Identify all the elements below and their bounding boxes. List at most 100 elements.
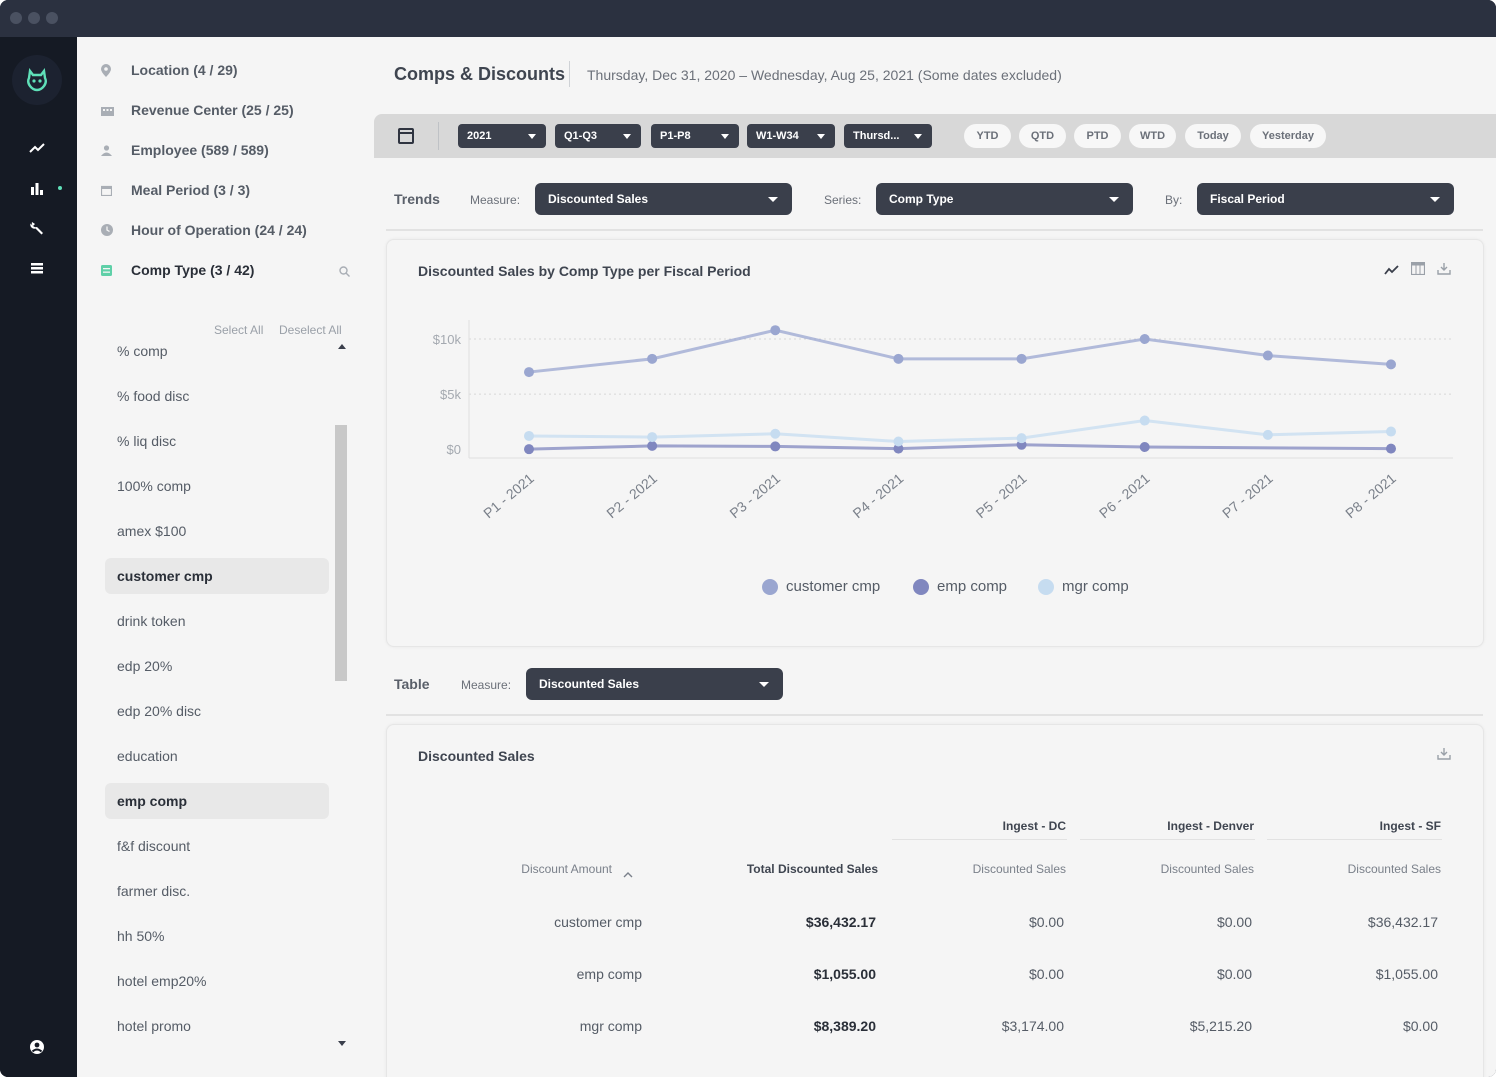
col-header-dc[interactable]: Discounted Sales [972,862,1066,876]
col-header-denver[interactable]: Discounted Sales [1160,862,1254,876]
filter-revenue-center-label: Revenue Center (25 / 25) [131,102,294,118]
comp-type-option[interactable]: % food disc [117,388,190,404]
wtd-button[interactable]: WTD [1129,124,1176,148]
chart-title: Discounted Sales by Comp Type per Fiscal… [418,263,751,279]
download-icon[interactable] [1437,262,1451,280]
calendar-icon [101,185,131,196]
col-header-total[interactable]: Total Discounted Sales [746,862,878,876]
series-dropdown[interactable]: Comp Type [876,183,1133,215]
today-button[interactable]: Today [1185,124,1241,148]
filter-hour-of-operation-label: Hour of Operation (24 / 24) [131,222,307,238]
scroll-down-icon[interactable] [338,1041,346,1046]
comp-type-option[interactable]: edp 20% [117,658,173,674]
comp-type-option[interactable]: edp 20% disc [117,703,202,719]
chevron-down-icon [721,134,729,139]
ptd-button[interactable]: PTD [1074,124,1121,148]
comp-type-option[interactable]: farmer disc. [117,883,191,899]
list-scrollbar-thumb[interactable] [335,425,347,681]
active-indicator-dot [58,186,62,190]
comp-type-option[interactable]: emp comp [105,783,329,819]
data-point [1016,353,1027,364]
header-divider [569,61,570,87]
series-value: Comp Type [889,192,954,206]
bar-chart-icon[interactable] [27,178,47,198]
legend-item[interactable]: emp comp [913,578,1007,595]
year-dropdown[interactable]: 2021 [458,124,546,148]
line-chart-icon[interactable] [1384,263,1399,281]
select-all-link[interactable]: Select All [214,323,264,337]
filter-comp-type[interactable]: Comp Type (3 / 42) [101,258,254,282]
week-dropdown[interactable]: W1-W34 [747,124,835,148]
legend-item[interactable]: mgr comp [1038,578,1129,595]
day-dropdown[interactable]: Thursd... [844,124,932,148]
trends-measure-dropdown[interactable]: Discounted Sales [535,183,792,215]
window-close-button[interactable] [10,12,22,24]
toolbar-divider [438,122,439,150]
legend-item[interactable]: customer cmp [762,578,880,595]
search-icon[interactable] [339,264,350,282]
comp-type-option[interactable]: hh 50% [117,928,165,944]
comp-type-option[interactable]: amex $100 [117,523,187,539]
comp-type-option[interactable]: 100% comp [117,478,191,494]
chevron-down-icon [759,682,769,687]
series-line [528,419,1392,443]
quarter-dropdown[interactable]: Q1-Q3 [555,124,641,148]
legend-label: customer cmp [786,578,881,595]
data-point [1016,433,1027,444]
calendar-icon[interactable] [398,128,414,144]
comp-type-option[interactable]: f&f discount [117,838,191,854]
data-point [1386,426,1396,437]
by-dropdown[interactable]: Fiscal Period [1197,183,1454,215]
cell-sf: $36,432.17 [1367,914,1438,930]
section-divider [386,229,1483,231]
x-tick-label: P4 - 2021 [850,470,907,521]
cell-dc: $0.00 [1028,966,1064,982]
group-underline [892,839,1067,840]
comp-type-option[interactable]: % comp [117,343,168,359]
data-point [1262,429,1273,440]
filter-hour-of-operation[interactable]: Hour of Operation (24 / 24) [101,218,307,242]
qtd-button[interactable]: QTD [1019,124,1066,148]
comp-type-option[interactable]: drink token [117,613,186,629]
filter-meal-period[interactable]: Meal Period (3 / 3) [101,178,250,202]
group-underline [1267,839,1442,840]
wrench-icon[interactable] [27,218,47,238]
chevron-down-icon [623,134,631,139]
download-icon[interactable] [1437,747,1451,765]
window-minimize-button[interactable] [28,12,40,24]
trend-line-icon[interactable] [27,138,47,158]
account-icon[interactable] [27,1037,47,1057]
table-measure-value: Discounted Sales [539,677,640,691]
data-point [1139,441,1150,452]
comp-type-option[interactable]: customer cmp [105,558,329,594]
x-tick-label: P6 - 2021 [1096,470,1153,521]
cell-sf: $0.00 [1402,1018,1438,1034]
chevron-down-icon [1430,197,1440,202]
data-point [770,428,781,439]
filter-employee[interactable]: Employee (589 / 589) [101,138,269,162]
trends-label: Trends [394,191,440,207]
comp-type-option[interactable]: % liq disc [117,433,177,449]
comp-type-option[interactable]: education [117,748,178,764]
quarter-dropdown-value: Q1-Q3 [564,130,598,142]
comp-type-option[interactable]: hotel emp20% [117,973,207,989]
table-view-icon[interactable] [1410,261,1426,280]
deselect-all-link[interactable]: Deselect All [279,323,342,337]
filter-location[interactable]: Location (4 / 29) [101,58,238,82]
x-tick-label: P2 - 2021 [603,470,660,521]
comp-type-option[interactable]: hotel promo [117,1018,191,1034]
app-logo-icon[interactable] [12,55,62,105]
ytd-button[interactable]: YTD [964,124,1011,148]
col-header-sf[interactable]: Discounted Sales [1347,862,1441,876]
list-menu-icon[interactable] [27,258,47,278]
period-dropdown[interactable]: P1-P8 [651,124,739,148]
scroll-up-icon[interactable] [338,344,346,349]
yesterday-button[interactable]: Yesterday [1250,124,1326,148]
day-dropdown-value: Thursd... [853,130,900,142]
col-header-discount-amount[interactable]: Discount Amount [521,862,612,876]
table-measure-dropdown[interactable]: Discounted Sales [526,668,783,700]
filter-employee-label: Employee (589 / 589) [131,142,269,158]
filter-revenue-center[interactable]: Revenue Center (25 / 25) [101,98,294,122]
sort-ascending-icon[interactable] [623,865,633,883]
window-maximize-button[interactable] [46,12,58,24]
